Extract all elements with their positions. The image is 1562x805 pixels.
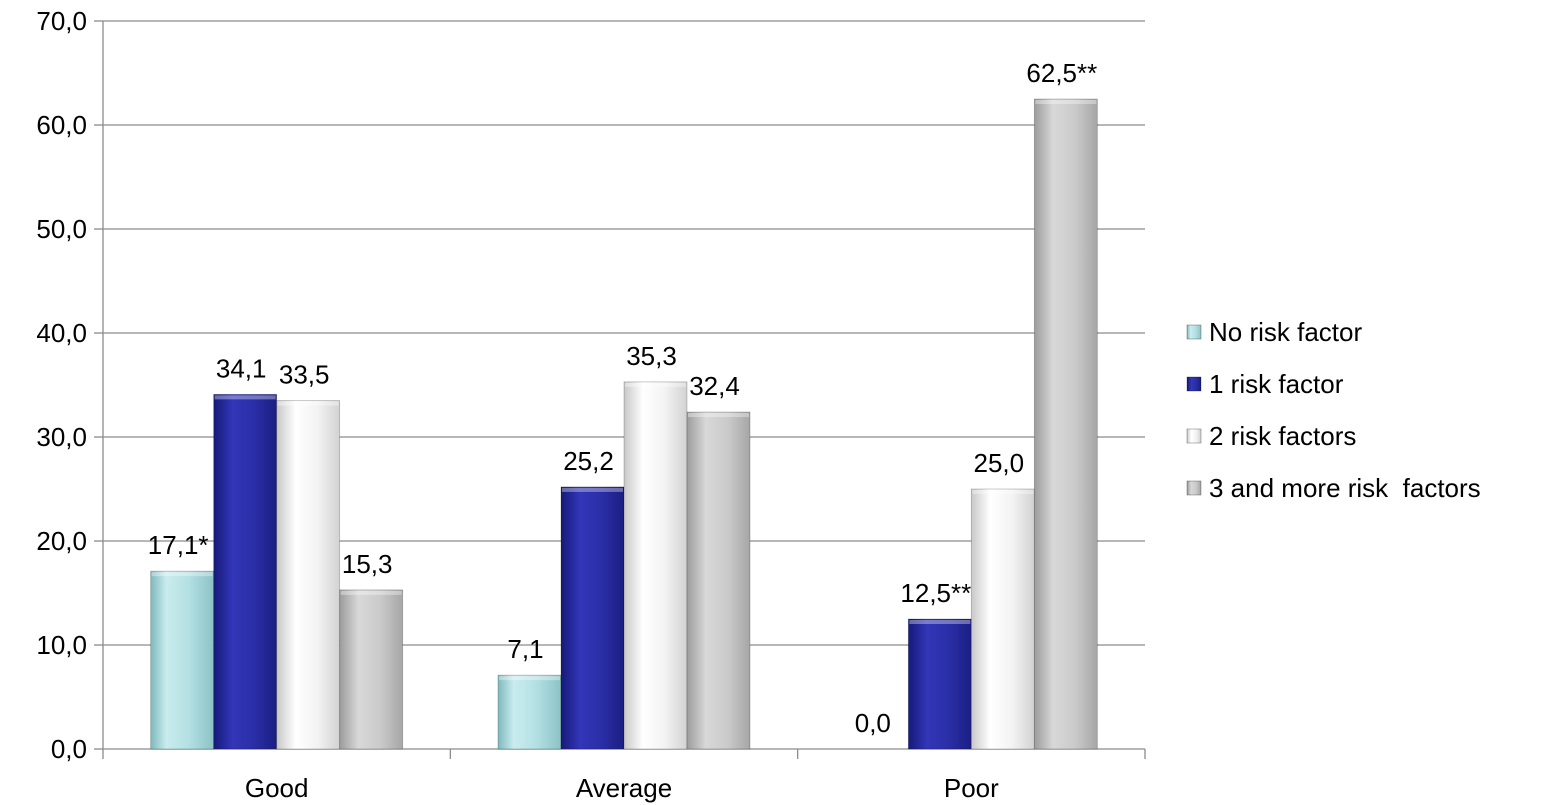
bar-bevel xyxy=(499,676,560,681)
bar-bevel xyxy=(277,401,339,406)
data-label: 0,0 xyxy=(855,708,891,738)
bar-2-risk-factors-average xyxy=(623,381,688,750)
data-label: 34,1 xyxy=(216,353,267,383)
data-label: 25,2 xyxy=(563,446,614,476)
bar-bevel xyxy=(1035,100,1097,104)
bar-1-risk-factor-good xyxy=(213,393,278,750)
bar-bevel xyxy=(688,413,749,418)
data-label: 33,5 xyxy=(279,360,330,390)
y-tick-label: 60,0 xyxy=(36,110,87,140)
bar-1-risk-factor-poor xyxy=(907,618,972,750)
y-tick-label: 30,0 xyxy=(36,422,87,452)
y-tick-label: 0,0 xyxy=(51,734,87,764)
bar-no-risk-factor-average xyxy=(497,674,562,750)
bar-bevel xyxy=(972,490,1034,494)
bar-no-risk-factor-good xyxy=(150,570,215,750)
x-category-label: Poor xyxy=(944,773,999,803)
bar-bevel xyxy=(909,620,971,624)
y-tick-label: 50,0 xyxy=(36,214,87,244)
bars xyxy=(150,98,1098,750)
legend-label: 3 and more risk factors xyxy=(1209,473,1481,503)
bar-2-risk-factors-good xyxy=(276,400,341,750)
legend-label: 2 risk factors xyxy=(1209,421,1356,451)
bar-1-risk-factor-average xyxy=(560,486,625,750)
y-tick-label: 40,0 xyxy=(36,318,87,348)
bar-bevel xyxy=(151,572,213,577)
y-tick-label: 10,0 xyxy=(36,630,87,660)
x-category-label: Good xyxy=(245,773,309,803)
bar-2-risk-factors-poor xyxy=(970,488,1035,750)
legend-swatch xyxy=(1186,428,1202,444)
bar-bevel xyxy=(562,487,623,492)
bar-bevel xyxy=(340,590,402,595)
bar-3-and-more-risk-factors-poor xyxy=(1033,98,1098,750)
data-label: 17,1* xyxy=(148,530,209,560)
legend-label: 1 risk factor xyxy=(1209,369,1344,399)
x-category-label: Average xyxy=(576,773,672,803)
data-label: 7,1 xyxy=(507,634,543,664)
bar-3-and-more-risk-factors-good xyxy=(339,589,404,750)
legend-swatch xyxy=(1186,324,1202,340)
bar-3-and-more-risk-factors-average xyxy=(686,411,751,750)
data-label: 32,4 xyxy=(689,371,740,401)
data-label: 15,3 xyxy=(342,549,393,579)
y-tick-label: 70,0 xyxy=(36,6,87,36)
data-labels: 17,1* 7,1 0,0 34,1 25,2 12,5** 33,5 35,3 25,0 15,… xyxy=(148,58,1097,738)
bar-bevel xyxy=(214,395,276,400)
data-label: 12,5** xyxy=(900,578,971,608)
legend: No risk factor 1 risk factor 2 risk factor… xyxy=(1186,317,1481,503)
data-label: 25,0 xyxy=(974,448,1025,478)
data-label: 35,3 xyxy=(626,341,677,371)
legend-label: No risk factor xyxy=(1209,317,1362,347)
data-label: 62,5** xyxy=(1026,58,1097,88)
legend-swatch xyxy=(1186,376,1202,392)
y-tick-label: 20,0 xyxy=(36,526,87,556)
bar-bevel xyxy=(625,382,686,387)
legend-swatch xyxy=(1186,480,1202,496)
